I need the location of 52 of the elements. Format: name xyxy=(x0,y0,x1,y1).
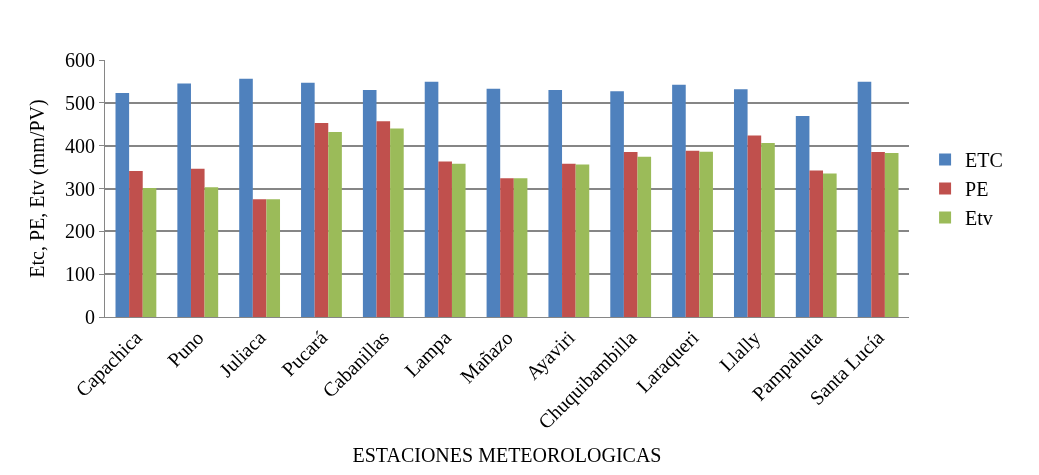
bar xyxy=(115,92,130,317)
bar xyxy=(884,152,899,317)
bar xyxy=(500,178,514,317)
legend-label: ETC xyxy=(965,149,1003,172)
bar xyxy=(562,163,576,317)
bar xyxy=(266,199,281,317)
bar xyxy=(857,81,872,317)
y-tick-label: 0 xyxy=(85,306,95,328)
bar xyxy=(177,83,191,317)
y-tick-label: 100 xyxy=(65,263,95,286)
bar xyxy=(239,78,253,317)
bar xyxy=(129,170,143,317)
bar xyxy=(795,116,810,317)
bar xyxy=(823,173,837,317)
y-tick-label: 600 xyxy=(65,49,95,71)
bar xyxy=(301,82,315,317)
bar xyxy=(328,131,342,317)
bar xyxy=(685,150,700,317)
bar xyxy=(747,135,762,317)
bar xyxy=(575,164,590,317)
y-axis-title: Etc, PE, Etv (mm/PV) xyxy=(25,99,49,278)
bar xyxy=(252,199,267,317)
bar xyxy=(486,88,501,317)
bar xyxy=(761,143,775,317)
y-tick-label: 500 xyxy=(65,91,95,114)
bar xyxy=(513,178,528,317)
legend-label: PE xyxy=(965,178,989,201)
bar xyxy=(451,163,466,317)
legend-label: Etv xyxy=(965,207,993,230)
bar xyxy=(672,84,686,317)
bar xyxy=(142,188,157,317)
x-tick-label: Puno xyxy=(163,326,208,371)
bar xyxy=(390,128,404,317)
bar xyxy=(699,151,713,317)
bar xyxy=(548,89,563,317)
x-axis-title: ESTACIONES METEOROLOGICAS xyxy=(352,444,662,467)
bar xyxy=(809,170,824,317)
bar xyxy=(610,91,624,317)
y-tick-label: 200 xyxy=(65,220,95,243)
bar xyxy=(733,89,748,317)
bar xyxy=(376,121,391,317)
bar xyxy=(314,122,329,317)
bar xyxy=(871,152,885,317)
y-tick-label: 300 xyxy=(65,177,95,200)
bar xyxy=(190,168,205,317)
bar xyxy=(438,161,452,317)
bar xyxy=(637,156,652,317)
bar xyxy=(424,81,439,317)
y-tick-label: 400 xyxy=(65,134,95,157)
bar xyxy=(623,152,638,317)
bar xyxy=(204,187,219,317)
bar xyxy=(362,89,377,317)
